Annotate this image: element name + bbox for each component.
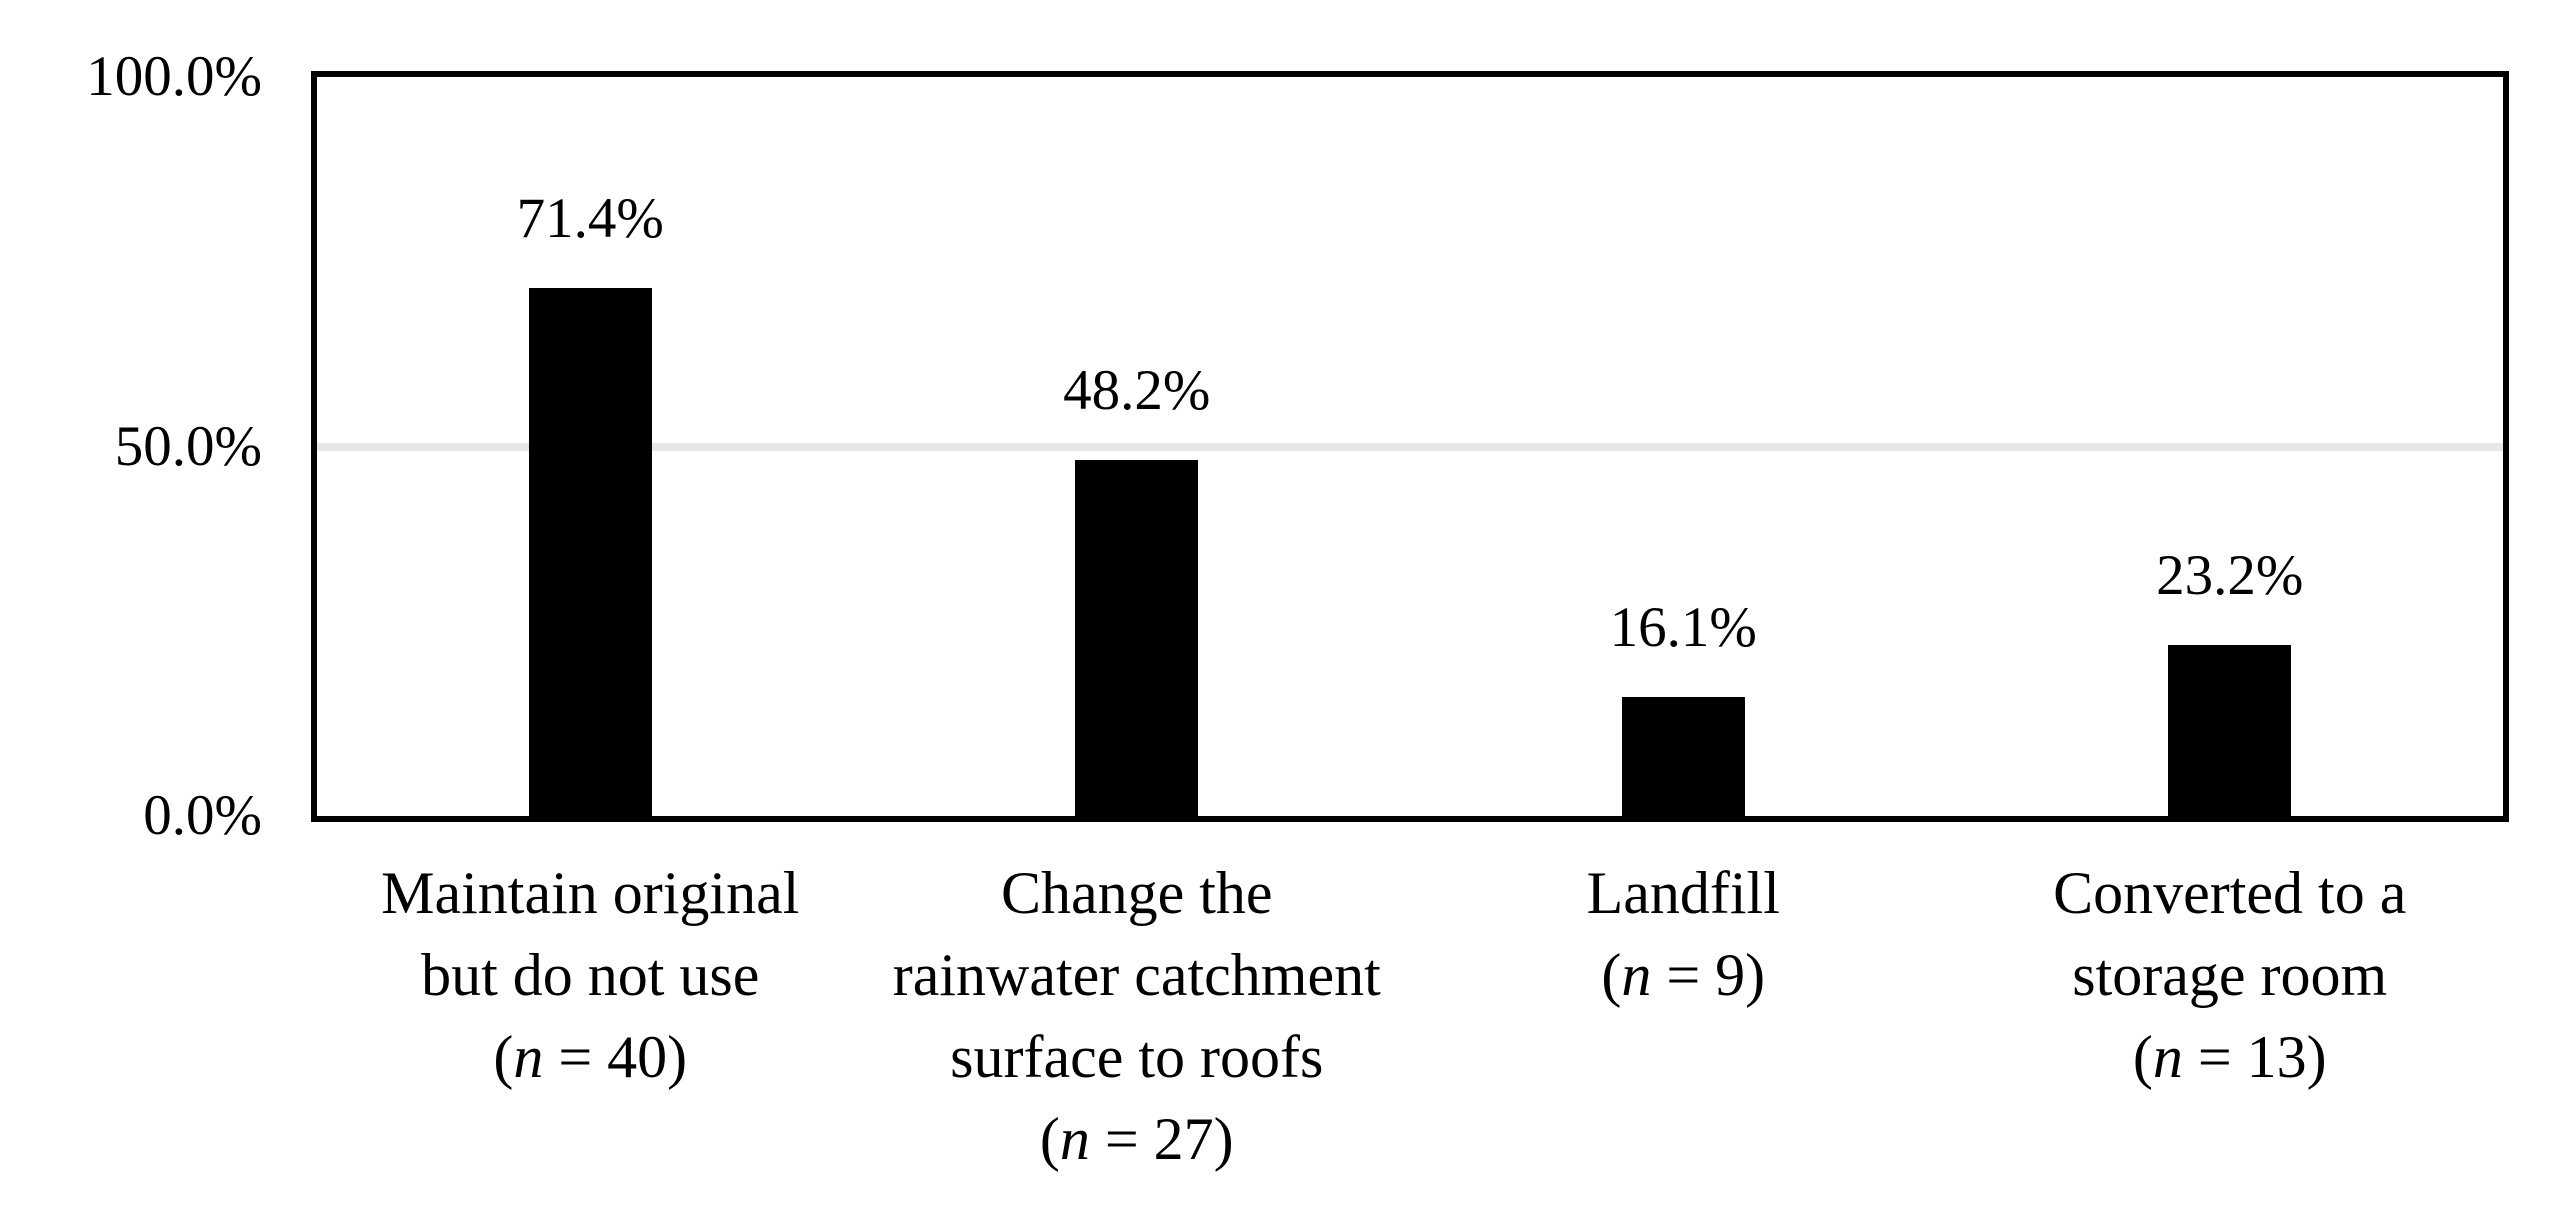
label-text: rainwater catchment [892, 942, 1381, 1008]
category-label-line: Converted to a [1930, 852, 2530, 934]
bar-2 [1075, 459, 1199, 816]
category-label-line: storage room [1930, 934, 2530, 1016]
category-label-line: Change the [837, 852, 1437, 934]
label-text: storage room [2072, 942, 2388, 1008]
label-text: Maintain original [381, 860, 800, 926]
category-label-line: surface to roofs [837, 1016, 1437, 1098]
category-label-line: rainwater catchment [837, 934, 1437, 1016]
label-text: Converted to a [2053, 860, 2407, 926]
y-axis-tick-label: 0.0% [143, 784, 262, 847]
n-symbol: n [1059, 1106, 1090, 1172]
bar-value-label: 16.1% [1609, 596, 1757, 660]
label-text: Landfill [1586, 860, 1780, 926]
category-label-line: (n = 27) [837, 1098, 1437, 1180]
bar-3 [1621, 697, 1745, 816]
x-axis-category-label: Landfill (n = 9) [1383, 852, 1983, 1016]
label-text: ( [1039, 1106, 1060, 1172]
gridline-50pct [317, 442, 2503, 451]
x-axis-category-label: Change the rainwater catchment surface to … [837, 852, 1437, 1180]
n-symbol: n [513, 1024, 544, 1090]
n-symbol: n [1621, 942, 1652, 1008]
label-text: but do not use [421, 942, 760, 1008]
bar-value-label: 71.4% [516, 187, 664, 251]
label-text: ( [1601, 942, 1622, 1008]
label-text: Change the [1000, 860, 1273, 926]
label-text: ( [493, 1024, 514, 1090]
bar-value-label: 23.2% [2156, 543, 2304, 607]
plot-area [311, 71, 2509, 822]
category-label-line: but do not use [290, 934, 890, 1016]
category-label-line: (n = 13) [1930, 1016, 2530, 1098]
label-text: ( [2132, 1024, 2153, 1090]
y-axis-tick-label: 50.0% [114, 414, 262, 478]
label-text: surface to roofs [950, 1024, 1324, 1090]
category-label-line: Maintain original [290, 852, 890, 934]
y-axis-tick-label: 100.0% [86, 45, 262, 108]
category-label-line: Landfill [1383, 852, 1983, 934]
category-label-line: (n = 40) [290, 1016, 890, 1098]
label-text: = 40) [543, 1024, 688, 1090]
label-text: = 13) [2182, 1024, 2327, 1090]
x-axis-category-label: Converted to a storage room (n = 13) [1930, 852, 2530, 1098]
bar-4 [2168, 644, 2292, 816]
bar-value-label: 48.2% [1063, 358, 1211, 422]
label-text: = 27) [1089, 1106, 1234, 1172]
n-symbol: n [2152, 1024, 2183, 1090]
label-text: = 9) [1651, 942, 1766, 1008]
bar-1 [528, 288, 652, 816]
category-label-line: (n = 9) [1383, 934, 1983, 1016]
x-axis-category-label: Maintain original but do not use (n = 40) [290, 852, 890, 1098]
